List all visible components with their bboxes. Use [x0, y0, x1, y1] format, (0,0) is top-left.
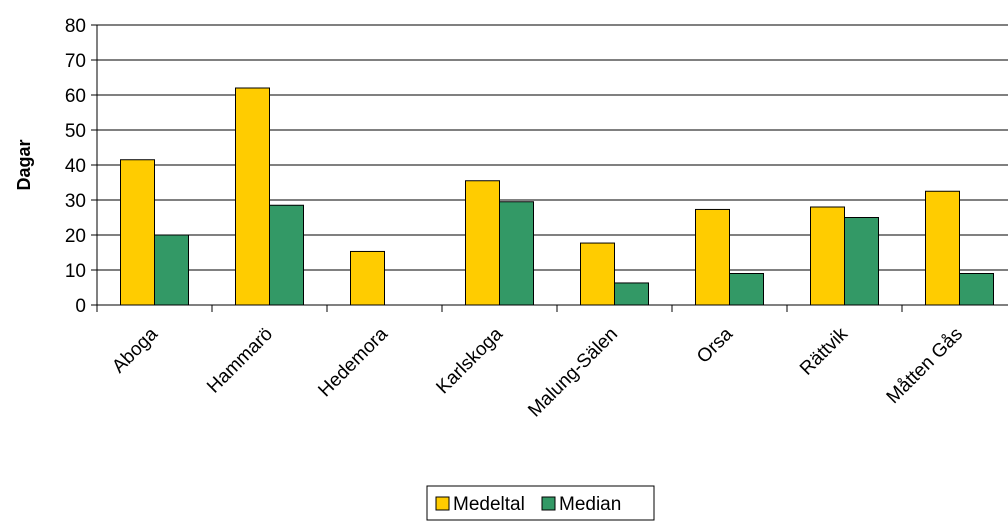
y-axis-title: Dagar: [14, 139, 34, 190]
bar-median: [614, 282, 649, 306]
y-tick-label: 60: [65, 86, 86, 107]
bar-median: [844, 217, 879, 306]
legend-label-medeltal: Medeltal: [453, 494, 525, 515]
legend: Medeltal Median: [426, 485, 655, 521]
bar-medeltal: [465, 180, 500, 306]
x-tick-label: Hedemora: [314, 323, 392, 401]
x-tick-label: Malung-Sälen: [524, 324, 622, 422]
bar-median: [154, 234, 189, 306]
x-tick-label: Karlskoga: [432, 323, 507, 398]
bars: [120, 87, 994, 306]
x-tick-label: Orsa: [693, 323, 737, 367]
bar-medeltal: [925, 190, 960, 306]
bar-median: [499, 201, 534, 306]
x-tick-label: Hammarö: [203, 324, 277, 398]
y-tick-label: 20: [65, 226, 86, 247]
bar-medeltal: [350, 250, 385, 306]
y-tick-label: 70: [65, 51, 86, 72]
y-tick-label: 30: [65, 191, 86, 212]
x-tick-label: Rättvik: [796, 323, 852, 379]
legend-label-median: Median: [559, 494, 621, 515]
bar-median: [959, 273, 994, 306]
y-tick-label: 0: [75, 296, 86, 317]
y-ticks: 0 10 20 30 40 50 60 70 80: [65, 16, 97, 317]
bar-median: [269, 204, 304, 306]
bar-medeltal: [810, 206, 845, 306]
y-tick-label: 40: [65, 156, 86, 177]
legend-swatch-median: [541, 496, 556, 511]
bar-medeltal: [695, 208, 730, 306]
y-tick-label: 10: [65, 261, 86, 282]
bar-medeltal: [580, 242, 615, 306]
y-tick-label: 50: [65, 121, 86, 142]
x-tick-label: Aboga: [108, 323, 162, 377]
y-tick-label: 80: [65, 16, 86, 37]
x-ticks: Aboga Hammarö Hedemora Karlskoga Malung-Säle…: [96, 305, 967, 422]
legend-box: [426, 485, 655, 521]
bar-median: [729, 273, 764, 306]
bar-medeltal: [235, 87, 270, 306]
bar-medeltal: [120, 159, 155, 306]
x-tick-label: Måtten Gås: [883, 324, 967, 408]
legend-swatch-medeltal: [435, 496, 450, 511]
